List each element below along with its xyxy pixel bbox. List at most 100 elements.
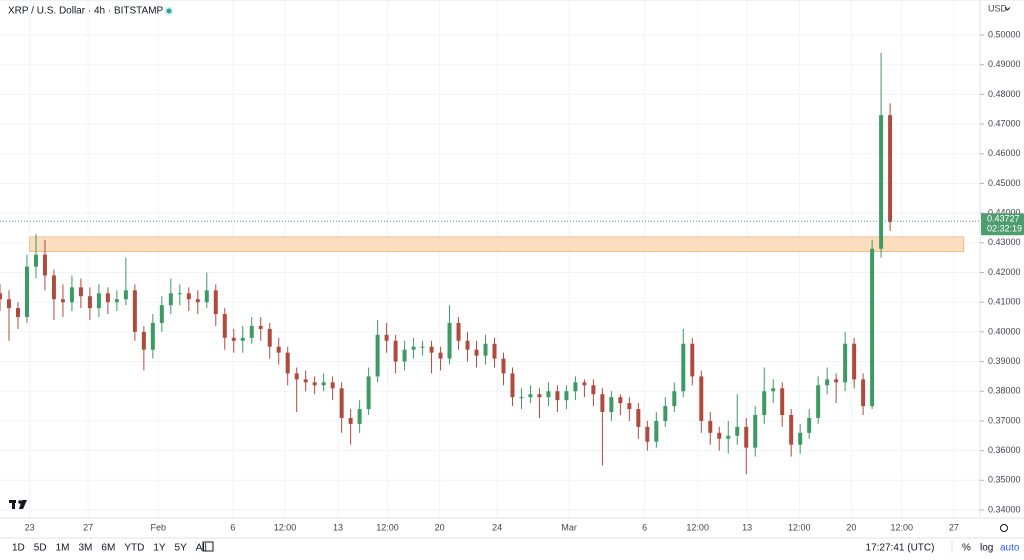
candle-body [663, 406, 668, 421]
y-tick-label: 0.38000 [988, 386, 1021, 396]
candle-body [132, 290, 137, 332]
candle-body [537, 394, 542, 398]
candle-body [573, 382, 578, 392]
scale-option[interactable]: log [980, 543, 993, 554]
x-tick-label: 12:00 [891, 522, 914, 532]
candle-body [258, 325, 263, 329]
candle-body [699, 376, 704, 421]
candle-body [465, 340, 470, 350]
plot-area [0, 52, 980, 475]
candle-body [213, 290, 218, 315]
x-tick-label: 13 [333, 522, 343, 532]
y-tick-label: 0.41000 [988, 297, 1021, 307]
settings-icon[interactable] [1000, 524, 1008, 532]
date-range-icon[interactable] [202, 541, 214, 552]
y-tick-label: 0.47000 [988, 118, 1021, 128]
scale-option[interactable]: % [962, 543, 971, 554]
candle-body [366, 376, 371, 410]
candle-body [123, 290, 128, 300]
candle-body [843, 343, 848, 383]
last-price-badge [981, 213, 1024, 236]
candle-body [51, 275, 56, 300]
candle-body [609, 397, 614, 413]
time-range-button[interactable]: 1D [12, 543, 25, 554]
candle-body [204, 290, 209, 303]
x-tick-label: 12:00 [376, 522, 399, 532]
candle-body [492, 343, 497, 359]
y-tick-label: 0.40000 [988, 326, 1021, 336]
candle-body [303, 379, 308, 383]
candle-body [501, 358, 506, 374]
candle-body [807, 417, 812, 433]
candle-body [330, 382, 335, 389]
time-range-button[interactable]: 6M [101, 543, 115, 554]
time-range-button[interactable]: 1Y [153, 543, 166, 554]
clock[interactable]: 17:27:41 (UTC) [866, 543, 935, 554]
candle-body [591, 385, 596, 395]
candle-body [789, 414, 794, 445]
y-tick-label: 0.36000 [988, 445, 1021, 455]
tv-logo [9, 500, 27, 509]
y-tick-label: 0.50000 [988, 29, 1021, 39]
candle-body [861, 379, 866, 407]
y-tick-label: 0.35000 [988, 475, 1021, 485]
candle-body [834, 379, 839, 383]
y-tick-label: 0.48000 [988, 89, 1021, 99]
candle-body [681, 343, 686, 392]
candle-body [375, 334, 380, 377]
x-tick-label: Feb [150, 522, 166, 532]
candle-body [195, 299, 200, 303]
candle-body [726, 435, 731, 439]
candle-body [744, 426, 749, 448]
candle-body [69, 287, 74, 303]
candle-body [285, 352, 290, 374]
y-tick-label: 0.37000 [988, 415, 1021, 425]
scale-option[interactable]: auto [1000, 543, 1020, 554]
candle-body [483, 343, 488, 356]
candle-body [420, 346, 425, 348]
candle-body [276, 346, 281, 353]
candle-body [762, 391, 767, 415]
candle-body [150, 322, 155, 350]
x-tick-label: 23 [25, 522, 35, 532]
candle-body [159, 305, 164, 323]
candle-body [294, 373, 299, 380]
candle-body [0, 293, 2, 300]
toolbar: 17:27:41 (UTC) 1D 5D 1M 3M 6M YTD 1Y 5Y All% log a… [12, 543, 1020, 554]
currency-label[interactable]: USD [988, 3, 1008, 13]
x-tick-label: 12:00 [686, 522, 709, 532]
x-tick-label: 20 [435, 522, 445, 532]
y-tick-label: 0.34000 [988, 504, 1021, 514]
candle-body [42, 254, 47, 276]
candle-body [735, 426, 740, 436]
candle-body [798, 432, 803, 445]
time-range-button[interactable]: 5D [34, 543, 47, 554]
candle-body [384, 334, 389, 341]
x-tick-label: 12:00 [274, 522, 297, 532]
time-range-button[interactable]: All [196, 543, 207, 554]
time-range-button[interactable]: 3M [79, 543, 93, 554]
x-tick-label: Mar [561, 522, 577, 532]
axes: 0.34000 0.35000 0.36000 0.37000 0.38000 0.390… [25, 29, 1024, 532]
candle-body [879, 115, 884, 249]
candle-body [870, 248, 875, 407]
candle-body [177, 293, 182, 295]
candle-body [78, 287, 83, 297]
x-tick-label: 12:00 [788, 522, 811, 532]
candle-body [240, 337, 245, 341]
candle-body [348, 417, 353, 424]
y-tick-label: 0.42000 [988, 267, 1021, 277]
time-range-button[interactable]: 1M [56, 543, 70, 554]
candle-body [474, 349, 479, 356]
candle-body [312, 382, 317, 386]
x-tick-label: 24 [492, 522, 502, 532]
y-tick-label: 0.39000 [988, 356, 1021, 366]
status-dot [166, 8, 172, 14]
x-tick-label: 6 [642, 522, 647, 532]
candle-body [627, 403, 632, 410]
time-range-button[interactable]: YTD [124, 543, 144, 554]
candle-body [618, 397, 623, 404]
time-range-button[interactable]: 5Y [175, 543, 188, 554]
candle-body [114, 299, 119, 303]
